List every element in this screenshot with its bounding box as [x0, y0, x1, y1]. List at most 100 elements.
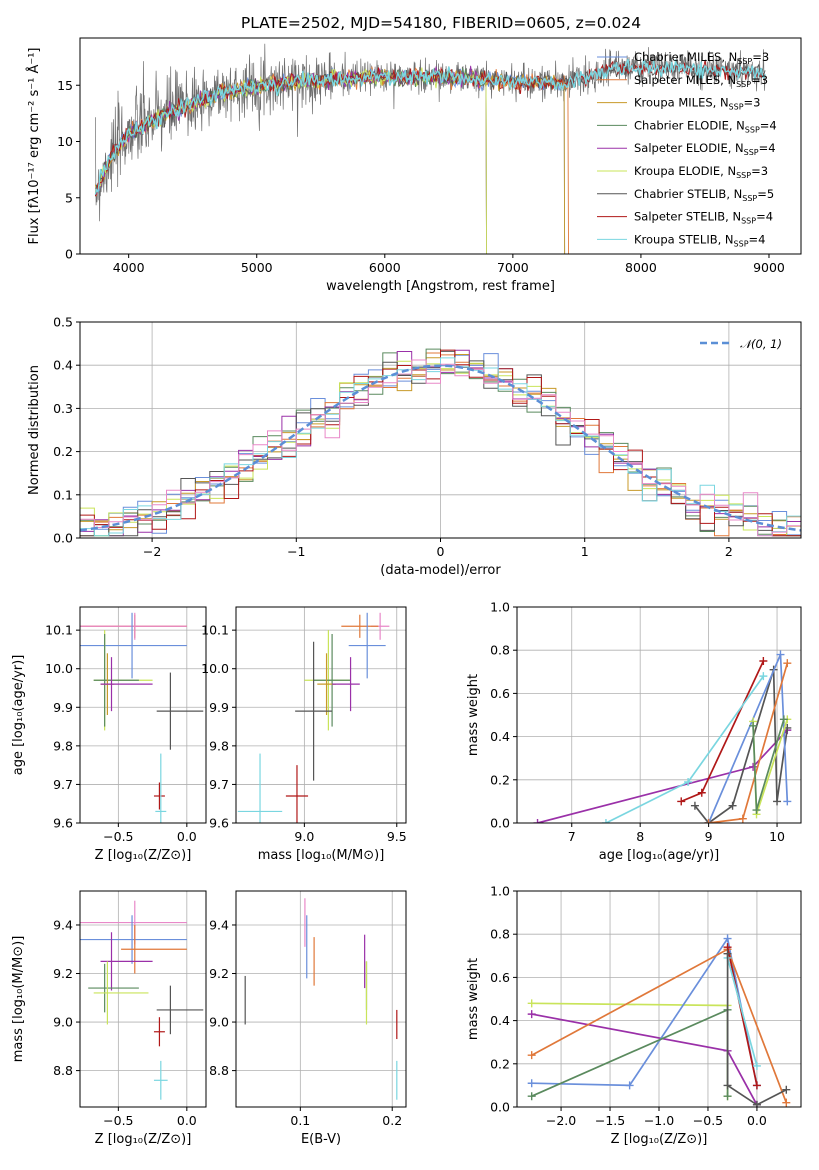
x-axis-label: wavelength [Angstrom, rest frame] — [326, 279, 555, 294]
mass-weight-marker — [738, 814, 747, 823]
normal-curve — [80, 364, 801, 532]
y-tick-label: 10 — [57, 134, 73, 149]
y-tick-label: 0.8 — [490, 643, 510, 658]
data-point-errorbar — [156, 985, 204, 1035]
data-point-errorbar — [155, 753, 167, 823]
age-vs-mass-panel-frame — [235, 606, 407, 824]
legend-entry: Salpeter MILES, NSSP=3 — [634, 73, 768, 89]
y-tick-label: 10.1 — [201, 623, 229, 638]
mass-weight-vs-metallicity-panel: −2.0 −1.5 −1.0 −0.5 0.0 0.0 0.2 0.4 0.6 0.8 1.0 Z [… — [466, 884, 802, 1147]
age-vs-mass-panel: 9.0 9.5 9.6 9.7 9.8 9.9 10.0 10.1 mass [log₁₀(M/… — [201, 606, 407, 863]
x-axis-label: Z [log₁₀(Z/Z⊙)] — [95, 848, 192, 863]
mass-weight-marker — [625, 1081, 634, 1090]
mass-weight-marker — [752, 806, 761, 815]
x-axis-label: mass [log₁₀(M/M⊙)] — [258, 848, 385, 863]
x-axis-label: E(B-V) — [301, 1132, 341, 1147]
mass-vs-extinction-panel: 0.1 0.2 8.8 9.0 9.2 9.4 E(B-V) — [209, 890, 407, 1147]
residuals-panel: −2 −1 0 1 2 0.0 0.1 0.2 0.3 0.4 0.5 (data-model)/er… — [27, 315, 802, 578]
y-tick-label: 9.4 — [53, 917, 73, 932]
mass-weight-marker — [697, 788, 706, 797]
x-axis-label: (data-model)/error — [380, 563, 501, 578]
x-tick-label: 8 — [636, 829, 644, 844]
x-tick-label: 5000 — [241, 260, 273, 275]
y-axis-label: mass weight — [466, 674, 481, 756]
data-point-errorbar — [93, 634, 139, 727]
data-point-errorbar — [121, 924, 187, 974]
mass-weight-marker — [690, 801, 699, 810]
model-spectrum-line — [94, 66, 487, 254]
data-point-errorbar — [93, 961, 149, 1025]
y-tick-label: 9.6 — [53, 816, 73, 831]
y-tick-label: 9.4 — [209, 917, 229, 932]
spectrum-panel: 4000 5000 6000 7000 8000 9000 0 5 10 15 wavelength… — [26, 37, 802, 294]
mass-weight-line — [531, 1013, 758, 1106]
mass-weight-marker — [527, 1092, 536, 1101]
mass-weight-marker — [704, 819, 713, 823]
y-axis-label: mass weight — [466, 958, 481, 1040]
mass-weight-marker — [773, 797, 782, 806]
x-tick-label: −1.5 — [595, 1113, 625, 1128]
data-point-errorbar — [285, 765, 309, 823]
x-axis-label: Z [log₁₀(Z/Z⊙)] — [611, 1132, 708, 1147]
x-tick-label: 2 — [725, 544, 733, 559]
x-tick-label: 9 — [705, 829, 713, 844]
mass-weight-marker — [527, 1079, 536, 1088]
y-axis-label: Normed distribution — [27, 365, 42, 495]
mass-weight-vs-age-panel-frame — [516, 606, 802, 824]
mass-weight-marker — [677, 797, 686, 806]
x-tick-label: 6000 — [369, 260, 401, 275]
data-point-errorbar — [80, 915, 187, 964]
mass-weight-marker — [527, 1051, 536, 1060]
y-tick-label: 9.2 — [209, 966, 229, 981]
data-point-errorbar — [153, 1060, 168, 1100]
model-spectrum-line — [94, 65, 487, 254]
mass-weight-marker — [749, 762, 758, 771]
y-tick-label: 9.9 — [209, 700, 229, 715]
mass-weight-marker — [684, 777, 693, 786]
legend-entry: Chabrier ELODIE, NSSP=4 — [634, 118, 777, 134]
mass-weight-marker — [723, 949, 732, 958]
mass-weight-vs-metallicity-panel-marks — [527, 934, 791, 1107]
y-axis-label: age [log₁₀(age/yr)] — [11, 655, 26, 776]
mass-weight-marker — [783, 659, 792, 668]
legend-entry: Salpeter ELODIE, NSSP=4 — [634, 141, 776, 157]
data-point-errorbar — [332, 657, 360, 712]
x-tick-label: −1 — [287, 544, 305, 559]
y-tick-label: 10.0 — [45, 661, 73, 676]
mass-weight-vs-age-panel: 7 8 9 10 0.0 0.2 0.4 0.6 0.8 1.0 age [log₁₀(age/yr… — [466, 600, 802, 863]
y-tick-label: 0.1 — [53, 487, 73, 502]
y-tick-label: 9.6 — [209, 816, 229, 831]
data-point-errorbar — [313, 634, 351, 727]
data-point-errorbar — [153, 1017, 165, 1047]
y-tick-label: 0.5 — [53, 315, 73, 330]
age-vs-mass-panel-marks — [237, 612, 390, 823]
mass-weight-marker — [752, 1081, 761, 1090]
data-point-errorbar — [80, 612, 187, 679]
y-tick-label: 9.7 — [53, 777, 73, 792]
legend-entry: Kroupa ELODIE, NSSP=3 — [634, 164, 768, 180]
x-axis-label: age [log₁₀(age/yr)] — [599, 848, 720, 863]
mass-weight-line — [680, 660, 765, 803]
spectrum-panel-marks — [94, 43, 766, 254]
legend-entry: Chabrier MILES, NSSP=3 — [634, 50, 769, 66]
mass-weight-marker — [752, 1100, 761, 1107]
mass-weight-marker — [728, 801, 737, 810]
x-tick-label: 4000 — [113, 260, 145, 275]
legend-entry: Kroupa MILES, NSSP=3 — [634, 96, 760, 112]
model-spectrum-line — [94, 66, 569, 254]
y-tick-label: 9.2 — [53, 966, 73, 981]
mass-weight-marker — [782, 1098, 791, 1107]
y-tick-label: 0.3 — [53, 401, 73, 416]
x-tick-label: 9.0 — [294, 829, 314, 844]
y-tick-label: 0.4 — [490, 729, 510, 744]
mass-weight-marker — [723, 934, 732, 943]
mass-weight-marker — [533, 819, 542, 823]
x-tick-label: 7000 — [497, 260, 529, 275]
x-axis-label: Z [log₁₀(Z/Z⊙)] — [95, 1132, 192, 1147]
mass-weight-marker — [527, 999, 536, 1008]
mass-vs-metallicity-panel: −0.5 0.0 8.8 9.0 9.2 9.4 Z [log₁₀(Z/Z⊙)] mass [… — [11, 890, 207, 1147]
y-tick-label: 0.4 — [490, 1013, 510, 1028]
mass-weight-marker — [723, 1092, 732, 1101]
